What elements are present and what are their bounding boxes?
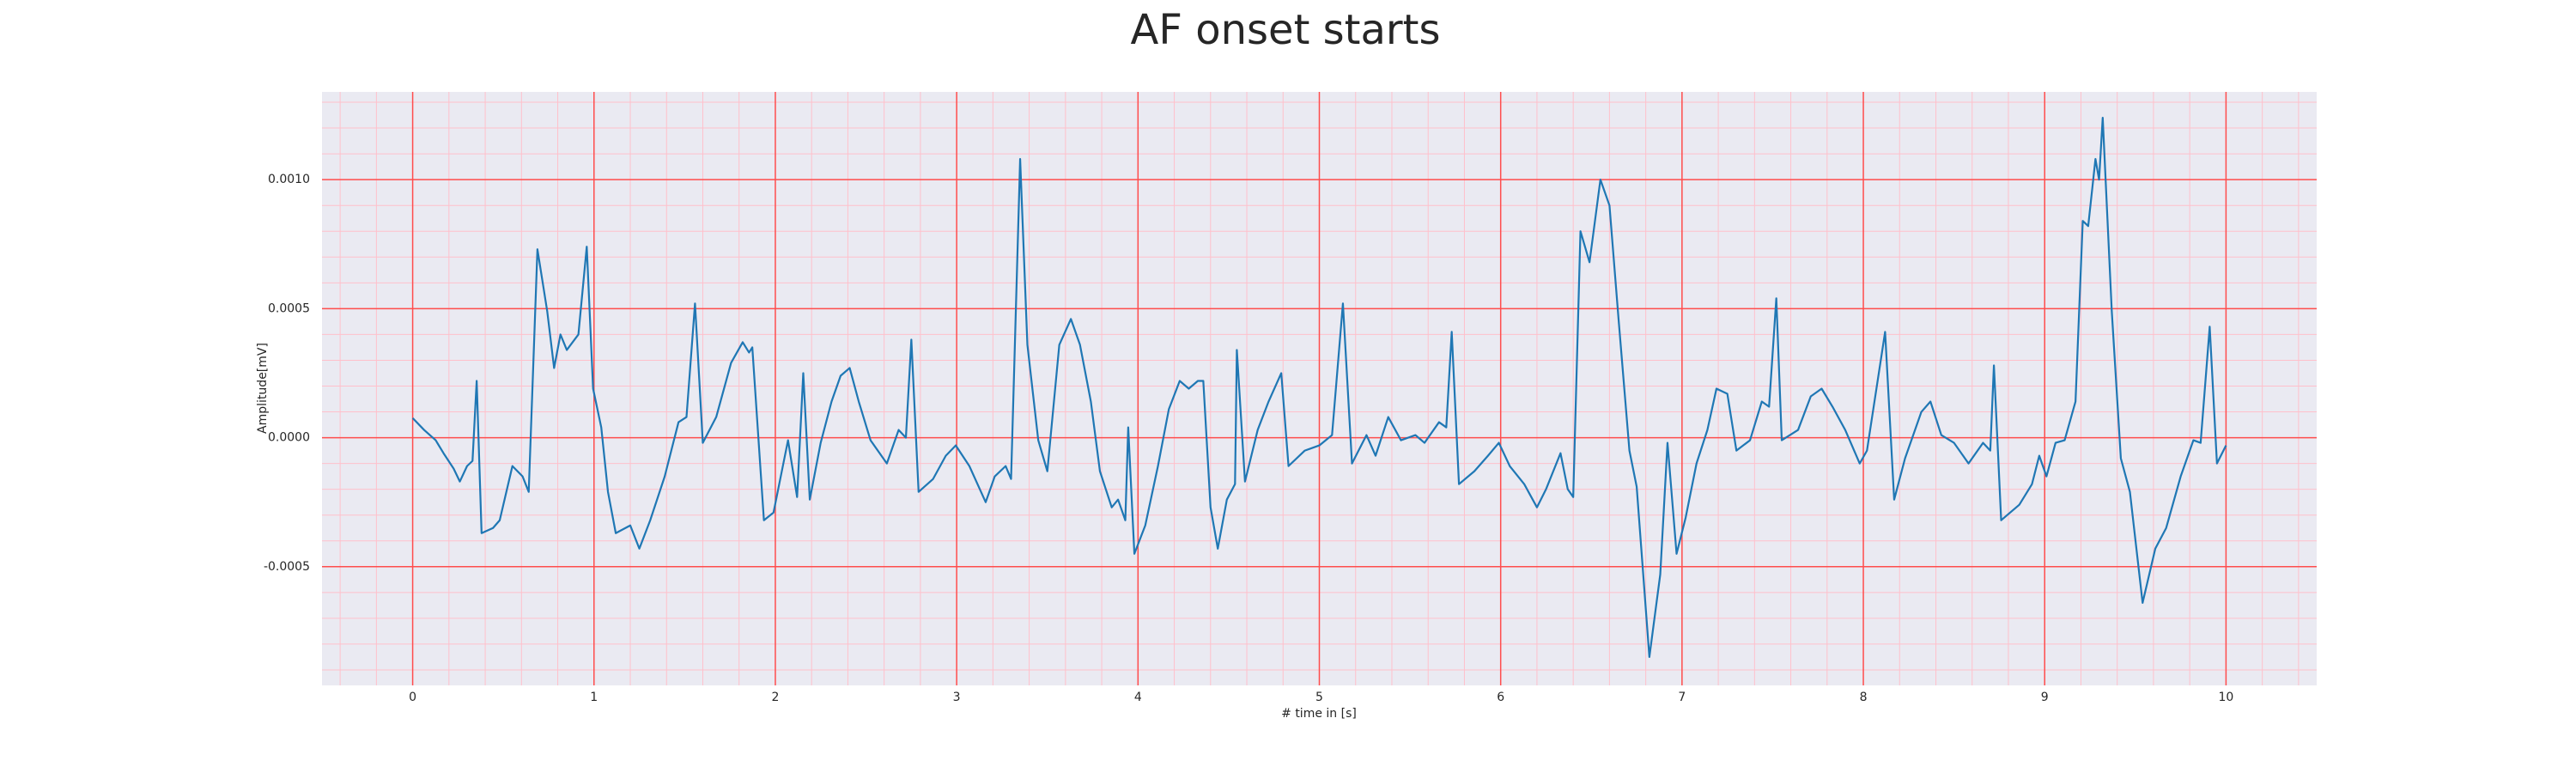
x-tick-label: 1 <box>590 691 598 704</box>
signal-line <box>411 116 2227 659</box>
y-tick-label: 0.0000 <box>268 431 310 445</box>
x-axis-label: # time in [s] <box>1281 707 1357 721</box>
y-tick-label: 0.0005 <box>268 301 310 315</box>
x-tick-label: 10 <box>2218 691 2233 704</box>
x-tick-label: 0 <box>409 691 416 704</box>
x-tick-label: 9 <box>2041 691 2049 704</box>
y-tick-label: -0.0005 <box>264 560 310 574</box>
chart-title: AF onset starts <box>1131 6 1441 54</box>
x-tick-label: 6 <box>1497 691 1504 704</box>
x-tick-label: 5 <box>1315 691 1323 704</box>
y-axis-label: Amplitude[mV] <box>256 343 270 434</box>
x-tick-label: 4 <box>1134 691 1142 704</box>
x-tick-label: 8 <box>1860 691 1868 704</box>
x-tick-label: 7 <box>1678 691 1686 704</box>
y-tick-label: 0.0010 <box>268 173 310 186</box>
x-tick-label: 3 <box>953 691 961 704</box>
x-tick-label: 2 <box>771 691 779 704</box>
